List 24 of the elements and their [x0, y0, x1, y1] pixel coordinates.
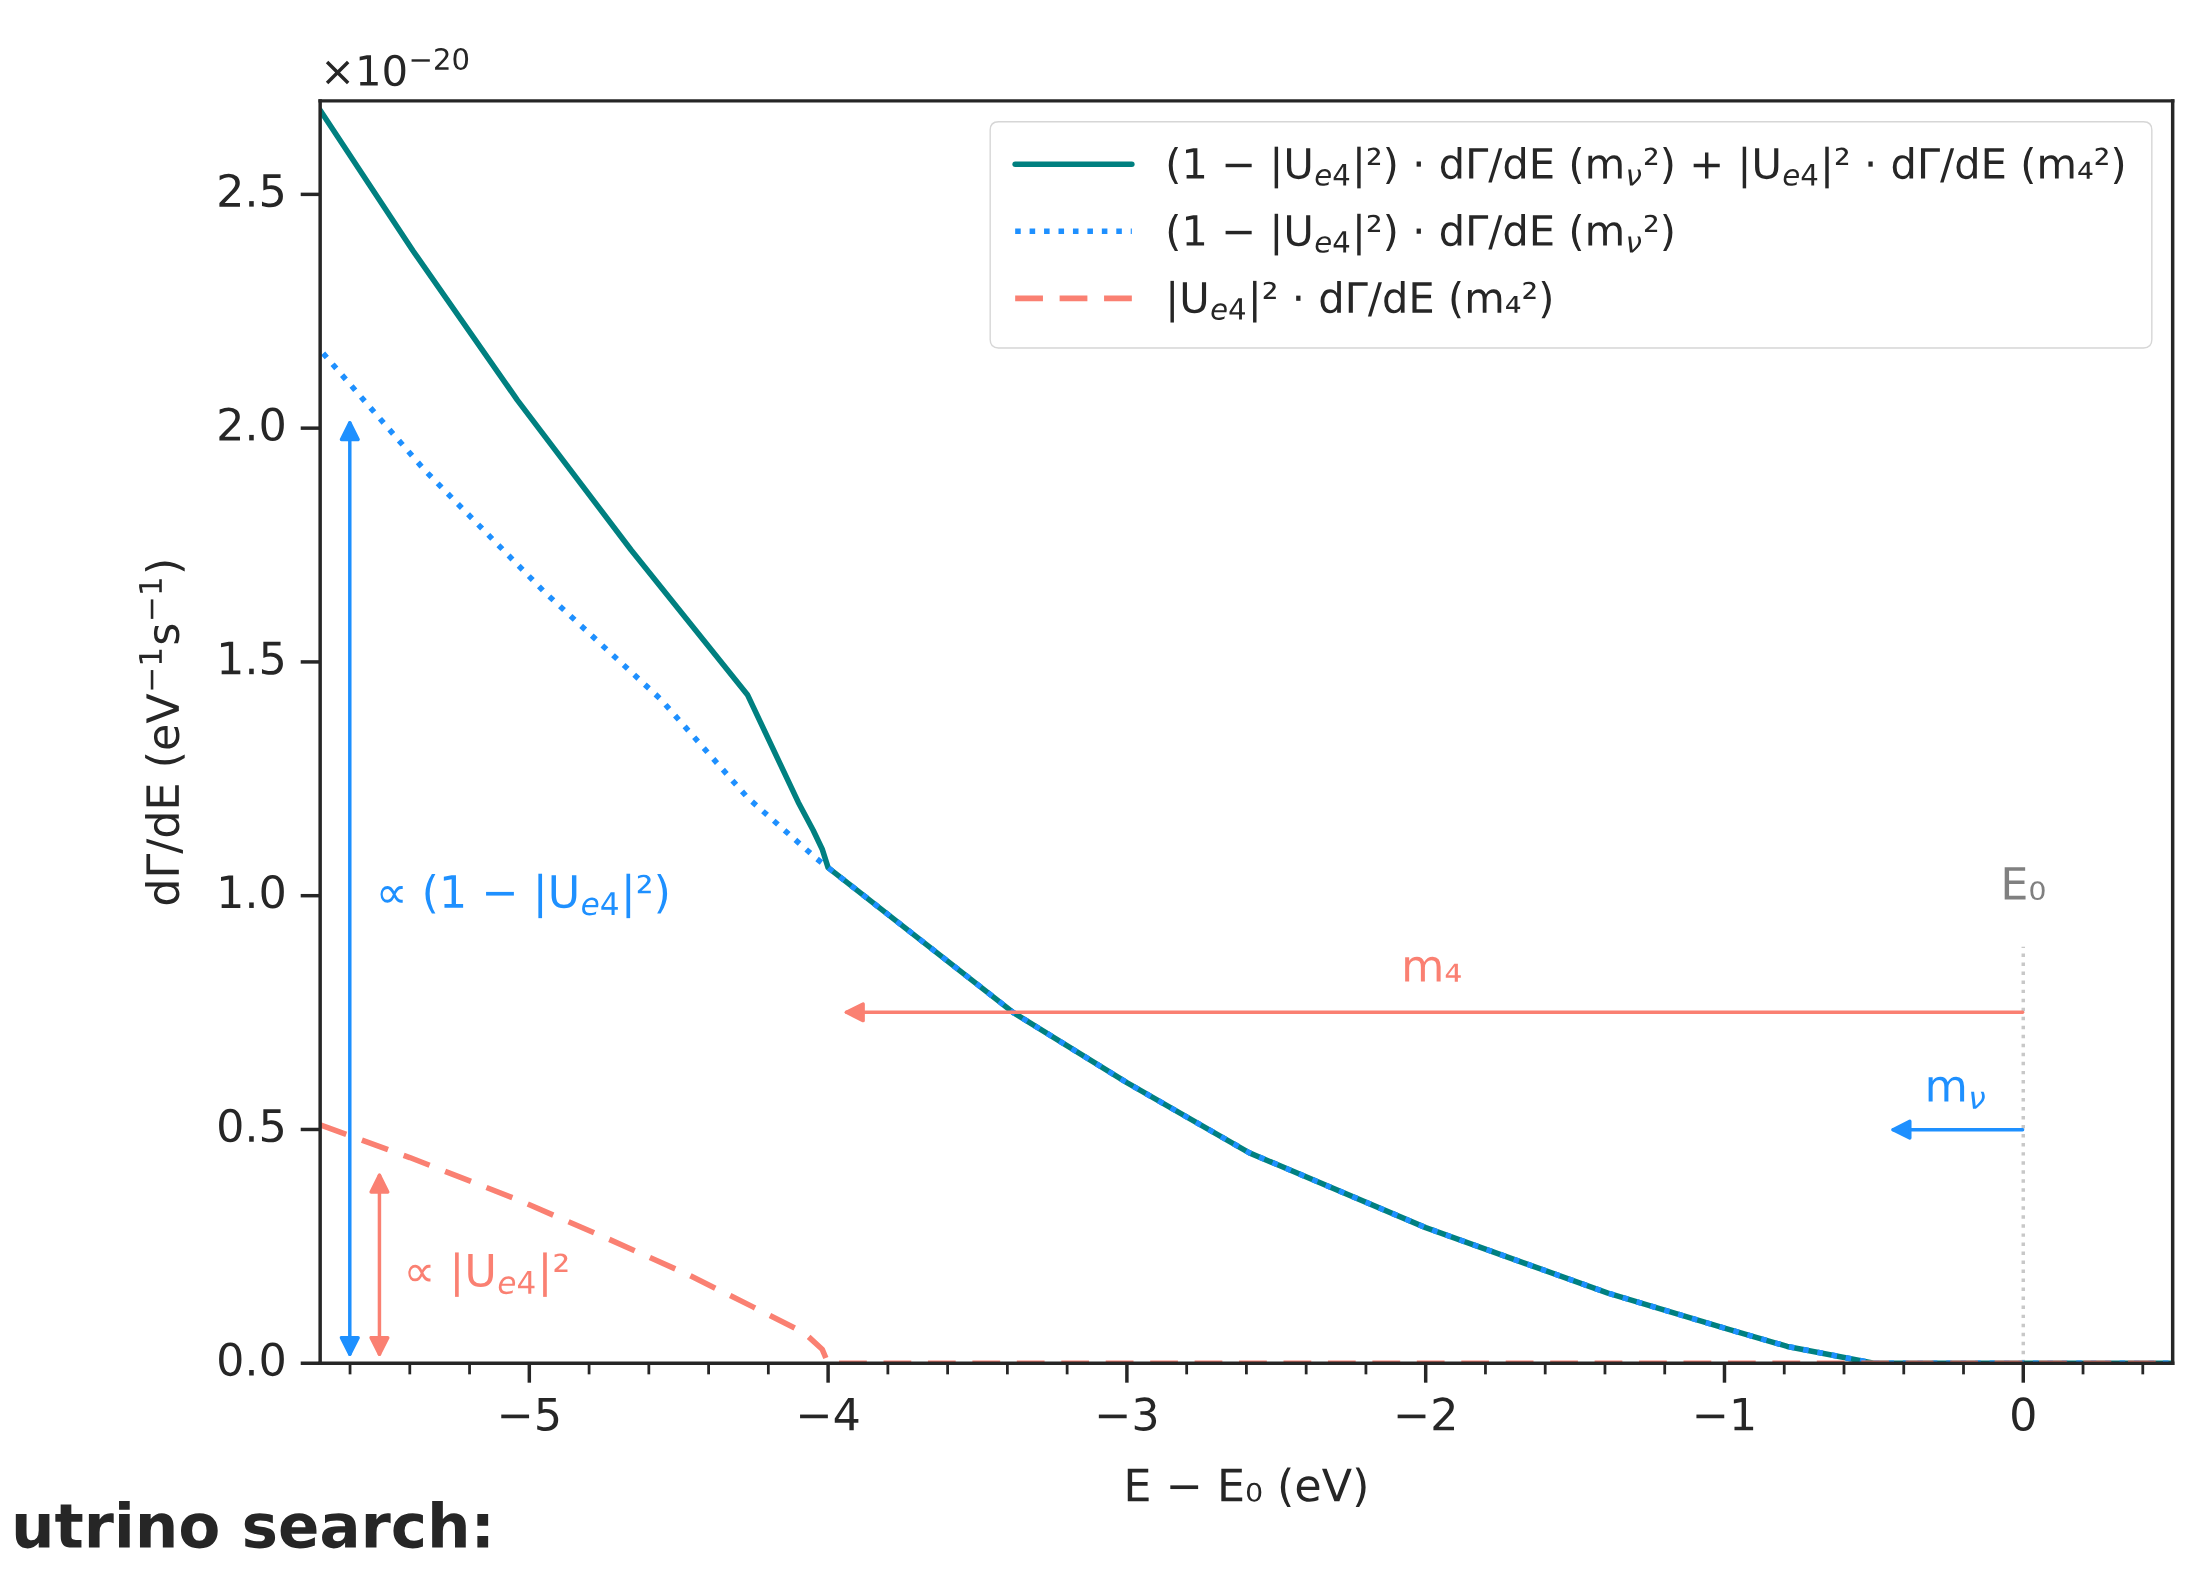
- annotation: m₄: [1405, 956, 1461, 982]
- x-tick-label: −2: [1397, 1397, 1454, 1431]
- x-tick-label: −4: [800, 1397, 859, 1431]
- x-axis-title: E − E₀ (eV): [1127, 1467, 1366, 1507]
- y-tick-label: 2.5: [219, 173, 283, 208]
- x-tick-label: −3: [1098, 1397, 1157, 1431]
- y-tick-label: 0.5: [219, 1108, 283, 1143]
- legend-label: |U$_{e4}$|² · dΓ/dE (m₄²): [1170, 280, 1551, 323]
- legend-label: (1 − |U$_{e4}$|²) · dΓ/dE (m$_{ν}$²): [1168, 213, 1673, 256]
- text: utrino search:: [15, 1501, 489, 1549]
- annotation: m$_{ν}$: [1928, 1076, 1985, 1109]
- x-tick-label: 0: [2012, 1397, 2035, 1431]
- x-tick-label: −1: [1696, 1397, 1754, 1431]
- text: ×10$^{−20}$: [325, 47, 469, 87]
- y-tick-label: 2.0: [219, 407, 284, 442]
- legend-label: (1 − |U$_{e4}$|²) · dΓ/dE (m$_{ν}$²) + |U$_{e4}$|² · dΓ/dE (m₄²): [1168, 146, 2124, 189]
- x-tick-label: −5: [501, 1397, 559, 1431]
- ref-line-label: E₀: [2004, 867, 2045, 901]
- y-axis-title: dΓ/dE (eV$^{−1}$s$^{−1}$): [139, 561, 185, 905]
- annotation: ∝ (1 − |U$_{e4}$|²): [380, 873, 668, 919]
- annotation: ∝ |U$_{e4}$|²: [408, 1252, 568, 1297]
- y-tick-label: 1.0: [221, 874, 284, 909]
- y-tick-label: 0.0: [219, 1342, 284, 1377]
- y-tick-label: 1.5: [221, 641, 283, 675]
